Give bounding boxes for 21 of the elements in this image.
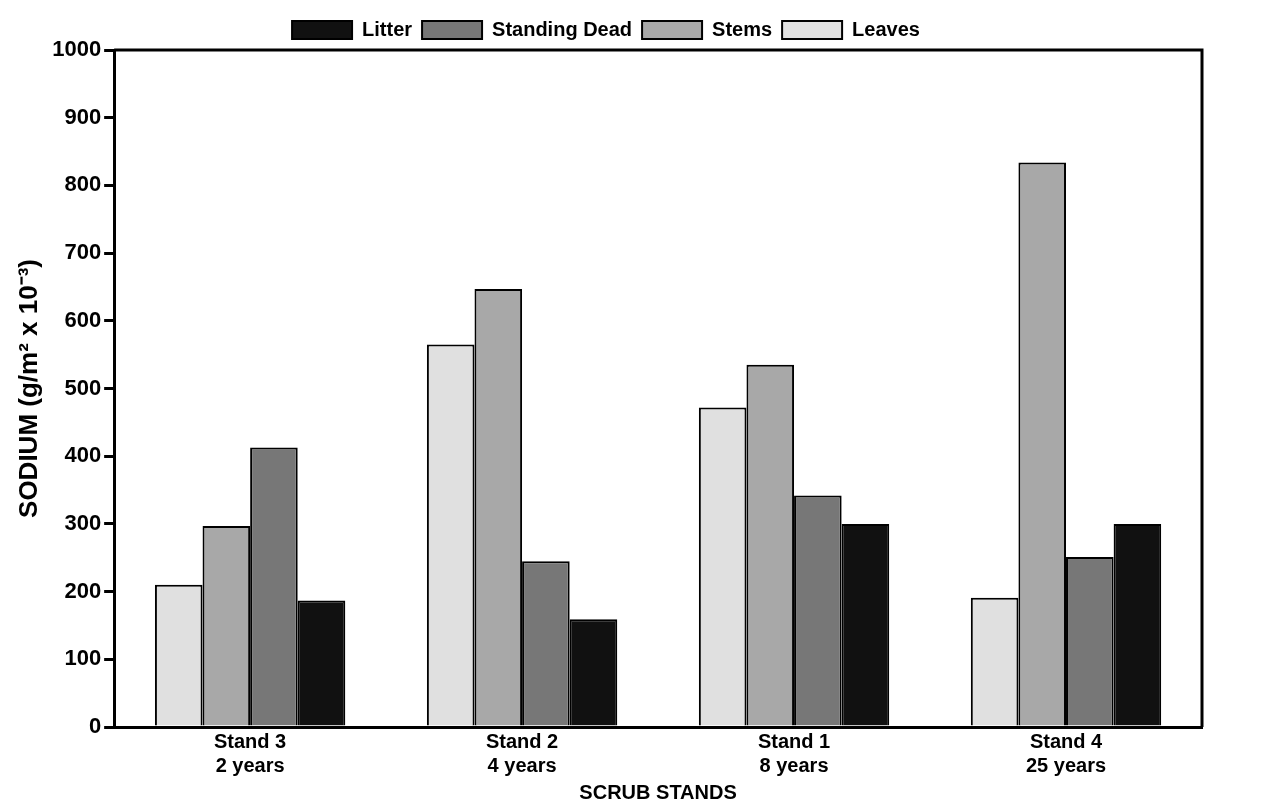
y-tick-label: 300 <box>64 509 102 535</box>
y-tick-label: 200 <box>64 577 102 603</box>
y-tick-label: 100 <box>64 645 102 671</box>
y-tick-label: 800 <box>64 171 102 197</box>
y-tick-label: 400 <box>64 442 102 468</box>
y-tick-label: 600 <box>64 306 102 332</box>
legend-label: Litter <box>362 17 413 40</box>
y-tick-label: 500 <box>64 374 102 400</box>
legend-label: Stems <box>712 17 773 40</box>
y-tick-label: 1000 <box>52 36 102 62</box>
legend-label: Standing Dead <box>492 17 633 40</box>
x-tick-label: Stand 2 4 years <box>485 729 559 776</box>
x-tick-label: Stand 4 25 years <box>1025 729 1107 776</box>
legend-label: Leaves <box>852 17 920 40</box>
y-tick-label: 900 <box>64 103 102 129</box>
y-axis-title: SODIUM (g/m² x 10⁻³) <box>12 259 43 518</box>
y-tick-label: 700 <box>64 239 102 265</box>
x-axis-title: SCRUB STANDS <box>579 780 737 803</box>
x-tick-label: Stand 3 2 years <box>214 729 287 776</box>
y-tick-label: 0 <box>88 713 102 739</box>
x-tick-label: Stand 1 8 years <box>757 729 831 776</box>
